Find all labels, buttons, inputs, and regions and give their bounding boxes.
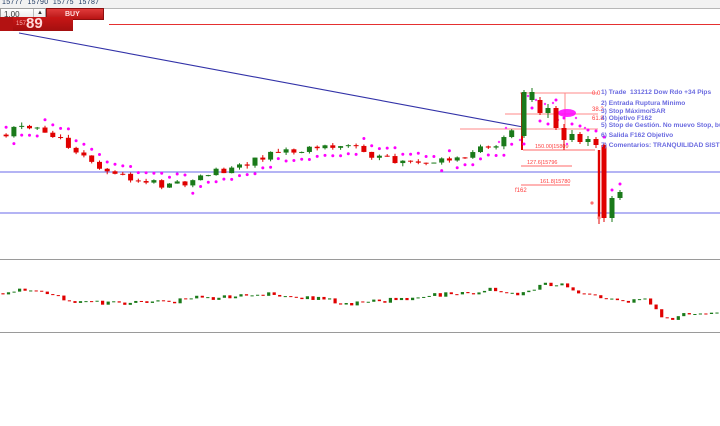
svg-text:f162: f162 xyxy=(515,188,527,194)
svg-text:0.0: 0.0 xyxy=(592,91,601,97)
svg-text:161.8|15780: 161.8|15780 xyxy=(540,179,571,185)
svg-text:127.6|15796: 127.6|15796 xyxy=(527,160,558,166)
